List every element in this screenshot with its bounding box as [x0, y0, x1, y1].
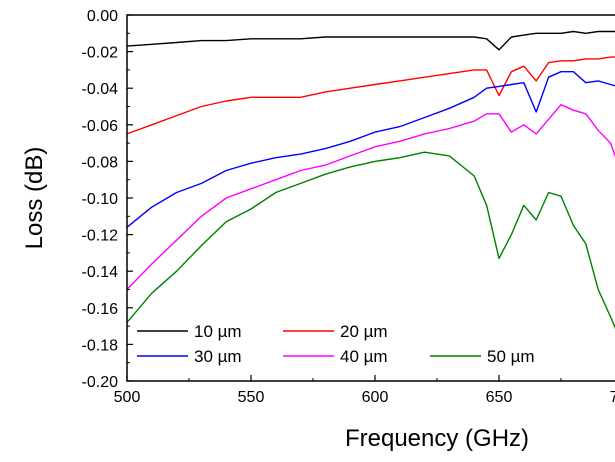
x-axis-title: Frequency (GHz) [345, 425, 529, 452]
legend-label: 40 µm [340, 347, 388, 366]
y-tick-label: 0.00 [87, 8, 118, 25]
y-tick-label: -0.14 [82, 264, 119, 281]
legend-label: 10 µm [194, 322, 242, 341]
legend-label: 30 µm [194, 347, 242, 366]
y-tick-label: -0.10 [82, 191, 119, 208]
y-axis-title: Loss (dB) [21, 147, 48, 250]
series-line-1 [126, 30, 615, 51]
y-tick-label: -0.12 [82, 228, 119, 245]
x-tick-label: 600 [362, 389, 389, 406]
x-tick-label: 550 [238, 389, 265, 406]
series-line-5 [126, 151, 615, 330]
series-line-4 [126, 103, 615, 290]
legend: 10 µm 20 µm 30 µm 40 µm 50 µm [137, 322, 535, 366]
series-layer [126, 30, 615, 330]
y-tick-label: -0.04 [82, 81, 119, 98]
legend-label: 50 µm [487, 347, 535, 366]
y-tick-label: -0.02 [82, 45, 119, 62]
series-line-2 [126, 56, 615, 135]
ticks-layer: 5005506006507007500.00-0.02-0.04-0.06-0.… [82, 8, 615, 406]
y-tick-label: -0.08 [82, 154, 119, 171]
x-tick-label: 650 [486, 389, 513, 406]
x-tick-label: 700 [610, 389, 615, 406]
series-line-3 [126, 70, 615, 228]
x-tick-label: 500 [114, 389, 141, 406]
y-tick-label: -0.06 [82, 118, 119, 135]
y-tick-label: -0.16 [82, 301, 119, 318]
legend-label: 20 µm [340, 322, 388, 341]
y-tick-label: -0.18 [82, 337, 119, 354]
y-tick-label: -0.20 [82, 374, 119, 391]
